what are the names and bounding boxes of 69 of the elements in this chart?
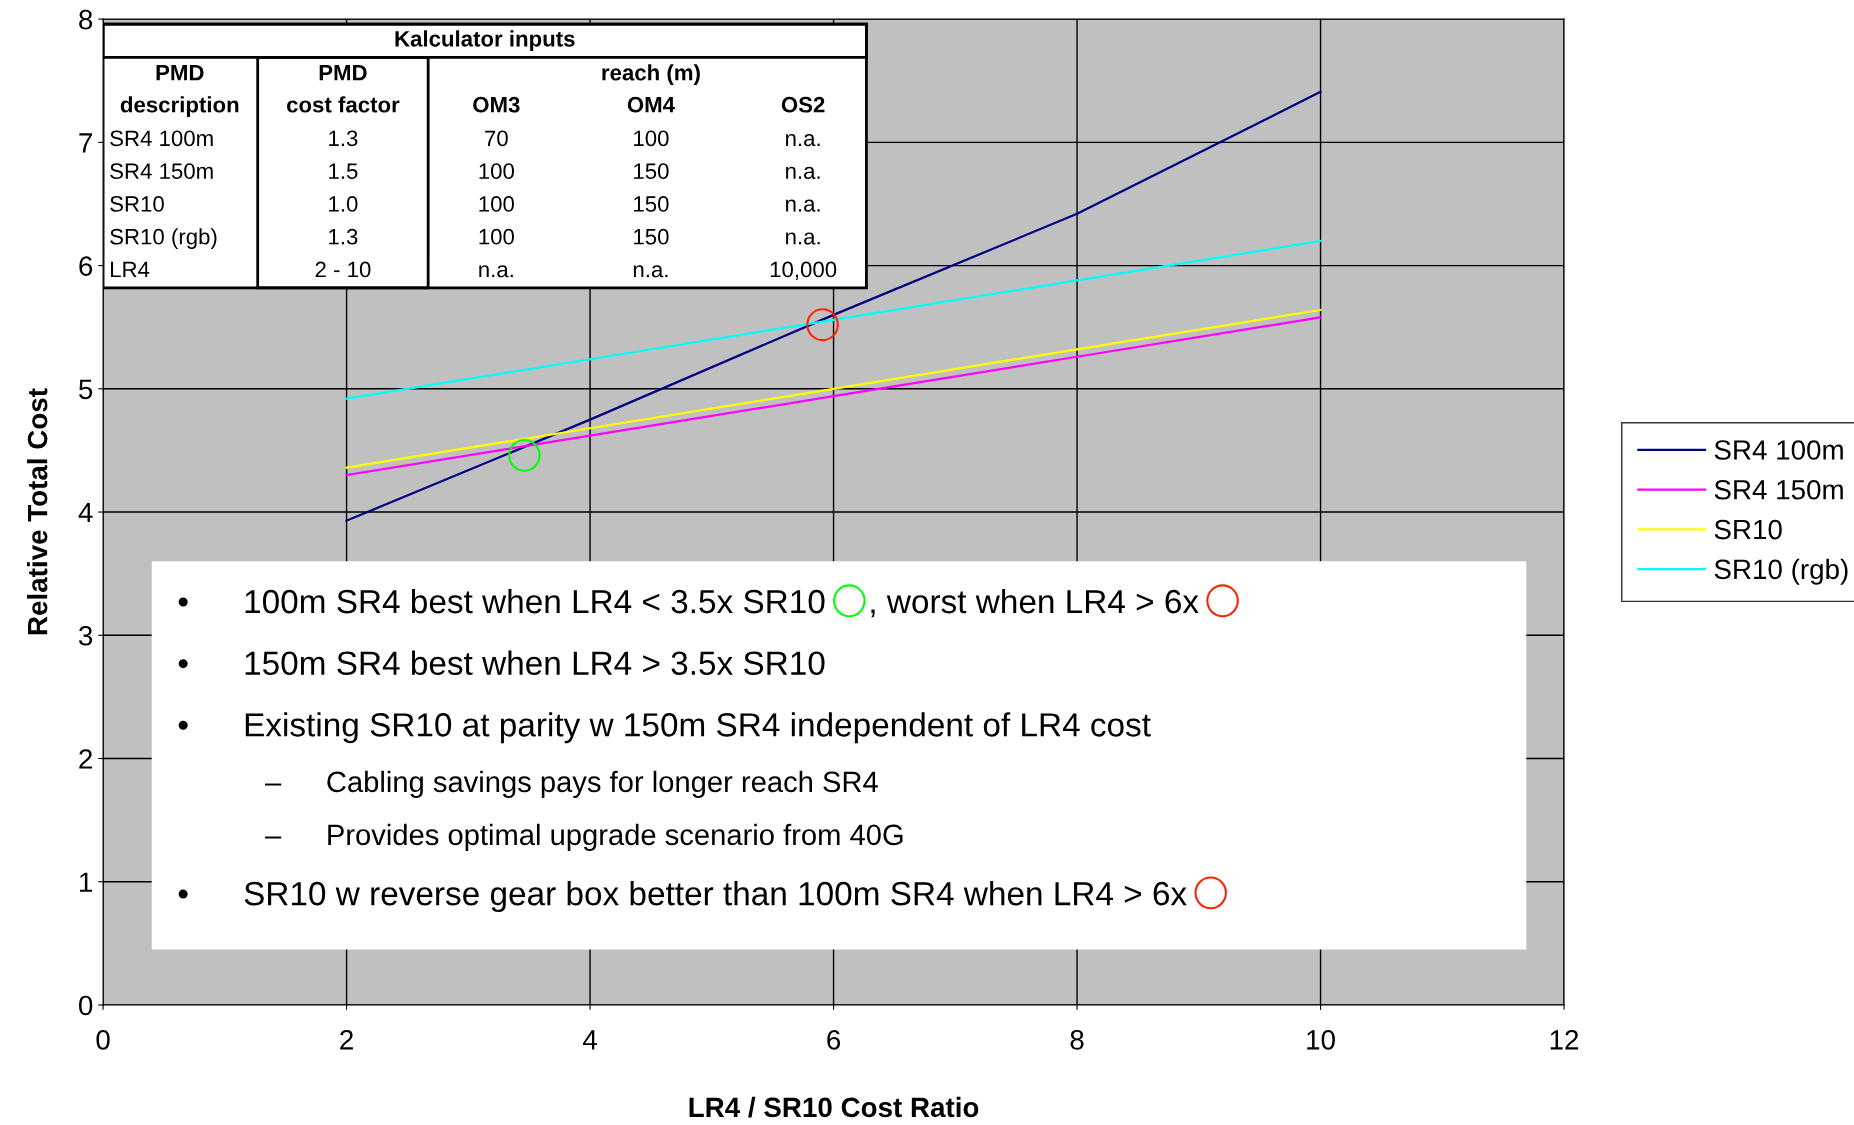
- annotation: •: [178, 889, 188, 899]
- annotation: •: [178, 720, 188, 730]
- annotation: n.a.: [633, 265, 668, 278]
- y-tick-label: 0: [79, 995, 93, 1016]
- annotation: 1.5: [329, 163, 358, 179]
- x-axis-title: LR4 / SR10 Cost Ratio: [689, 1096, 979, 1118]
- annotation: SR10 (rgb): [110, 228, 217, 249]
- annotation: Cabling savings pays for longer reach SR4: [327, 770, 878, 798]
- annotation: Provides optimal upgrade scenario from 40G: [328, 823, 903, 851]
- x-tick-label: 2: [340, 1030, 353, 1050]
- y-tick-label: 2: [79, 749, 92, 769]
- annotation: 100: [634, 130, 669, 147]
- annotation: •: [178, 659, 188, 669]
- annotation: n.a.: [786, 199, 820, 212]
- annotation: n.a.: [479, 265, 513, 278]
- x-tick-label: 4: [582, 1030, 597, 1050]
- annotation: SR4 100m: [110, 130, 213, 147]
- annotation: 150: [634, 228, 669, 245]
- annotation: SR4 150m: [110, 163, 213, 179]
- annotation: 1.0: [329, 196, 358, 212]
- annotation: n.a.: [786, 232, 820, 245]
- annotation: description: [120, 96, 239, 117]
- annotation: 100: [479, 228, 514, 245]
- legend-label: SR10 (rgb): [1714, 558, 1848, 585]
- annotation: 150: [634, 163, 669, 179]
- y-tick-label: 6: [79, 256, 93, 276]
- annotation: 150: [634, 196, 669, 212]
- annotation: 1.3: [329, 130, 358, 147]
- x-tick-label: 0: [96, 1030, 110, 1050]
- x-tick-label: 12: [1550, 1030, 1579, 1050]
- annotation: SR10 w reverse gear box better than 100m SR4 when LR4 > 6x: [244, 880, 1187, 913]
- x-tick-label: 10: [1307, 1030, 1335, 1050]
- annotation: 2 - 10: [315, 261, 371, 278]
- annotation: Existing SR10 at parity w 150m SR4 independent of LR4 cost: [245, 712, 1151, 744]
- annotation: SR10: [110, 196, 164, 212]
- annotation: OS2: [781, 96, 825, 113]
- y-tick-label: 8: [79, 9, 93, 30]
- y-tick-label: 5: [79, 379, 93, 400]
- legend-label: SR4 100m: [1714, 440, 1843, 460]
- annotation: 100: [479, 163, 514, 179]
- annotation: PMD: [319, 65, 367, 81]
- annotation: OM3: [473, 96, 520, 113]
- annotation: , worst when LR4 > 6x: [871, 588, 1199, 618]
- annotation: 150m SR4 best when LR4 > 3.5x SR10: [245, 650, 825, 676]
- annotation: 100m SR4 best when LR4 < 3.5x SR10: [245, 588, 825, 614]
- annotation: 1.3: [329, 228, 358, 245]
- annotation: n.a.: [786, 134, 820, 147]
- annotation: •: [178, 597, 188, 607]
- annotation: Kalculator inputs: [395, 30, 575, 52]
- annotation: PMD: [156, 65, 204, 81]
- annotation: OM4: [627, 96, 675, 113]
- annotation: LR4: [110, 261, 150, 278]
- legend-label: SR10: [1714, 519, 1782, 540]
- annotation: cost factor: [286, 96, 400, 113]
- y-tick-label: 3: [78, 625, 93, 646]
- x-tick-label: 6: [827, 1030, 841, 1050]
- annotation: 100: [479, 196, 514, 212]
- annotation: n.a.: [786, 166, 820, 179]
- annotation: –: [265, 836, 282, 839]
- annotation: –: [265, 783, 282, 786]
- y-tick-label: 4: [78, 503, 93, 523]
- annotation: 70: [485, 130, 508, 147]
- y-tick-label: 1: [80, 872, 93, 892]
- y-tick-label: 7: [79, 133, 92, 153]
- annotation: reach (m): [602, 64, 700, 85]
- y-axis-title: Relative Total Cost: [27, 388, 48, 635]
- legend-label: SR4 150m: [1714, 479, 1843, 500]
- x-tick-label: 8: [1070, 1030, 1084, 1050]
- annotation: 10,000: [770, 261, 837, 280]
